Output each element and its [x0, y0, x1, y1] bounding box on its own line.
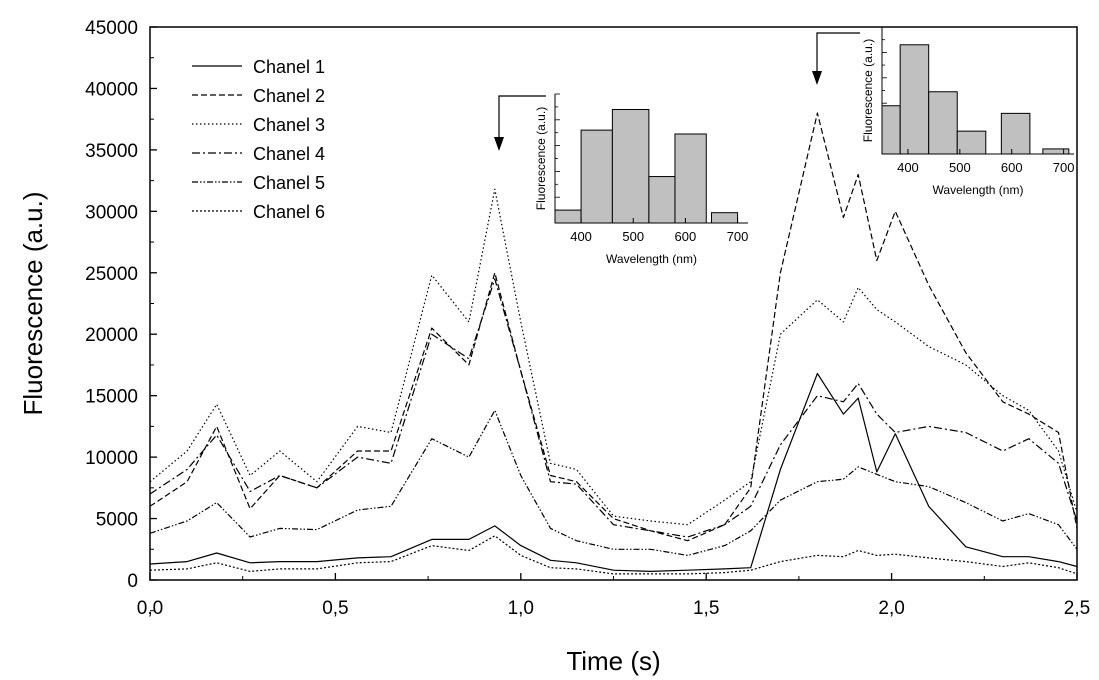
inset-bar-5	[1000, 112, 1031, 155]
x-tick-label: 1,5	[693, 598, 719, 619]
inset-x-tick-label: 400	[570, 229, 592, 244]
inset-bar-5	[674, 133, 707, 224]
legend-label-4: Chanel 4	[253, 144, 325, 164]
peak-arrow-line	[498, 95, 546, 139]
legend-label-3: Chanel 3	[253, 115, 325, 135]
y-tick-label: 45000	[85, 18, 138, 39]
inset-x-tick-label: 700	[1053, 160, 1075, 175]
legend-label-2: Chanel 2	[253, 86, 325, 106]
inset-x-tick-label: 500	[949, 160, 971, 175]
inset-x-tick-label: 400	[897, 160, 919, 175]
inset-bar-3	[611, 108, 650, 224]
y-tick-label: 15000	[85, 387, 138, 408]
inset-x-axis-label: Wavelength (nm)	[933, 183, 1024, 197]
inset-bar-1	[554, 209, 582, 224]
inset-bar-6	[710, 212, 739, 224]
x-tick-label: 1,0	[508, 598, 534, 619]
inset-bar-1	[881, 105, 901, 155]
y-tick-label: 35000	[85, 141, 138, 162]
peak-arrow-head	[812, 71, 822, 85]
legend-label-6: Chanel 6	[253, 202, 325, 222]
x-tick-label: 2,0	[878, 598, 904, 619]
inset-bar-3	[928, 91, 958, 155]
inset-bar-2	[899, 44, 930, 155]
inset-bar-6	[1042, 148, 1070, 155]
y-tick-label: 20000	[85, 325, 138, 346]
inset-x-tick-label: 500	[622, 229, 644, 244]
x-tick-label: 2,5	[1064, 598, 1090, 619]
y-tick-label: 40000	[85, 79, 138, 100]
legend-label-5: Chanel 5	[253, 173, 325, 193]
x-tick-label: 0,0	[137, 598, 163, 619]
series-line-5	[149, 409, 1078, 556]
legend-label-1: Chanel 1	[253, 57, 325, 77]
series-line-3	[149, 188, 1078, 526]
y-tick-label: 5000	[96, 510, 138, 531]
peak-arrow-head	[494, 137, 504, 151]
y-tick-label: 30000	[85, 202, 138, 223]
peak-arrow-line	[816, 32, 860, 73]
inset-x-tick-label: 600	[675, 229, 697, 244]
series-line-1	[149, 372, 1078, 572]
y-tick-label: 25000	[85, 264, 138, 285]
y-tick-label: 0	[127, 571, 138, 592]
inset-bar-4	[956, 130, 987, 155]
x-tick-label: 0,5	[322, 598, 348, 619]
inset-y-axis-label: Fluorescence (a.u.)	[861, 39, 875, 142]
inset-x-axis-label: Wavelength (nm)	[606, 252, 697, 266]
inset-bar-2	[580, 129, 613, 224]
inset-x-tick-label: 700	[727, 229, 749, 244]
y-axis-label: Fluorescence (a.u.)	[18, 192, 48, 416]
inset-bar-4	[648, 176, 676, 224]
series-line-6	[149, 535, 1078, 575]
inset-x-tick-label: 600	[1001, 160, 1023, 175]
y-tick-label: 10000	[85, 448, 138, 469]
x-axis-label: Time (s)	[566, 646, 660, 676]
inset-y-axis-label: Fluorescence (a.u.)	[534, 107, 548, 210]
series-line-4	[149, 278, 1078, 538]
